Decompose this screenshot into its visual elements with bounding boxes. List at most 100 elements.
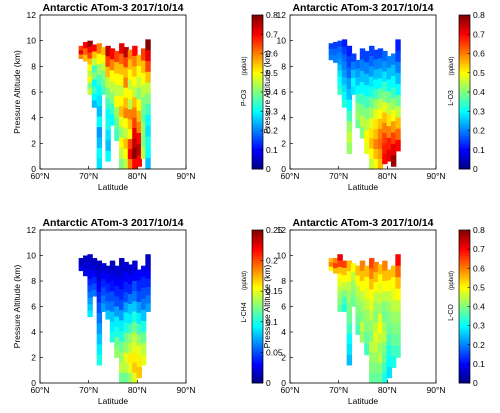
data-cell — [382, 372, 388, 384]
data-cell — [377, 363, 384, 374]
data-cell — [123, 148, 129, 160]
colorbar-segment — [252, 372, 263, 376]
colorbar-segment — [252, 50, 263, 54]
colorbar-segment — [459, 130, 470, 134]
colorbar-segment — [459, 135, 470, 139]
data-cell — [390, 121, 397, 133]
colorbar-segment — [459, 339, 470, 343]
data-cell — [136, 334, 142, 346]
data-cell — [87, 304, 93, 311]
data-cell — [101, 279, 107, 288]
colorbar-segment — [459, 377, 470, 381]
data-cell — [359, 59, 366, 72]
data-cell — [355, 265, 361, 276]
y-tick-label: 10 — [277, 251, 287, 261]
data-cell — [390, 288, 397, 300]
data-cell — [105, 265, 111, 275]
colorbar-segment — [252, 230, 263, 233]
colorbar-tick-label: 0.2 — [266, 126, 278, 136]
data-cell — [355, 119, 361, 129]
data-cell — [114, 326, 120, 338]
colorbar-segment — [459, 81, 470, 85]
data-cell — [127, 274, 134, 285]
colorbar-unit: (ppb/d) — [449, 271, 455, 290]
data-cell — [123, 138, 129, 149]
data-cell — [369, 330, 375, 342]
data-cell — [369, 45, 375, 57]
colorbar-tick-label: 0.7 — [473, 29, 485, 39]
colorbar-segment — [459, 125, 470, 129]
colorbar-segment — [252, 250, 263, 254]
data-cell — [140, 109, 147, 123]
data-cell — [382, 301, 388, 312]
data-cell — [123, 47, 129, 58]
colorbar-segment — [459, 258, 470, 261]
data-cell — [359, 281, 366, 292]
data-cell — [373, 322, 379, 333]
data-cell — [96, 106, 103, 117]
colorbar-segment — [459, 230, 470, 233]
data-cell — [337, 76, 343, 83]
data-cell — [369, 107, 375, 118]
data-cell — [364, 265, 370, 278]
colorbar-segment — [459, 273, 470, 277]
colorbar-segment — [459, 58, 470, 62]
colorbar-segment — [459, 303, 470, 307]
data-cell — [364, 107, 370, 120]
data-cell — [140, 72, 147, 86]
data-cell — [386, 269, 392, 281]
data-cell — [91, 58, 98, 66]
colorbar-segment — [252, 252, 263, 256]
data-cell — [359, 291, 366, 302]
data-cell — [386, 367, 392, 379]
data-cell — [136, 345, 142, 357]
colorbar-segment — [459, 94, 470, 98]
data-cell — [346, 291, 353, 303]
data-cell — [83, 262, 89, 270]
data-cell — [119, 330, 125, 342]
data-cell — [105, 292, 111, 302]
data-cell — [132, 117, 138, 129]
data-cell — [87, 266, 93, 274]
colorbar-segment — [252, 56, 263, 60]
colorbar-segment — [459, 370, 470, 374]
data-cell — [140, 298, 147, 311]
data-cell — [119, 127, 125, 138]
colorbar-tick-label: 0.4 — [473, 302, 485, 312]
data-cell — [127, 353, 134, 364]
data-cell — [114, 296, 120, 307]
data-cell — [136, 88, 142, 100]
data-cell — [386, 126, 392, 139]
data-cell — [105, 56, 111, 68]
colorbar-segment — [252, 352, 263, 356]
data-cell — [91, 65, 98, 73]
data-cell — [127, 333, 134, 344]
data-cell — [136, 312, 142, 325]
data-cell — [337, 82, 343, 89]
colorbar: 0 0.1 0.2 0.3 0.4 0.5 0.6 0.7 0.8 P-O3 (ppb/d) — [241, 10, 278, 174]
colorbar-tick-label: 0.6 — [473, 49, 485, 59]
data-cell — [140, 343, 147, 355]
colorbar-segment — [459, 120, 470, 124]
colorbar-tick-label: 0.7 — [266, 29, 278, 39]
data-cell — [395, 300, 401, 312]
data-cell — [328, 262, 335, 267]
x-axis-label: Latitude — [98, 396, 129, 406]
data-cell — [395, 139, 401, 152]
panel-2: Antarctic ATom-3 2017/10/14 60°N 70°N 80°N 9… — [262, 2, 485, 192]
chart-title: Antarctic ATom-3 2017/10/14 — [292, 2, 433, 14]
data-cell — [341, 39, 348, 48]
data-cell — [346, 88, 353, 100]
data-cell — [386, 91, 392, 104]
data-cell — [109, 311, 116, 323]
data-cell — [395, 117, 401, 129]
colorbar-segment — [459, 245, 470, 249]
colorbar-segment — [459, 161, 470, 165]
data-cell — [337, 64, 343, 71]
y-axis-label: Pressure Altitude (km) — [262, 50, 272, 134]
data-cell — [105, 87, 111, 99]
data-cell — [140, 287, 147, 300]
data-cell — [386, 334, 392, 346]
data-cell — [390, 132, 397, 145]
